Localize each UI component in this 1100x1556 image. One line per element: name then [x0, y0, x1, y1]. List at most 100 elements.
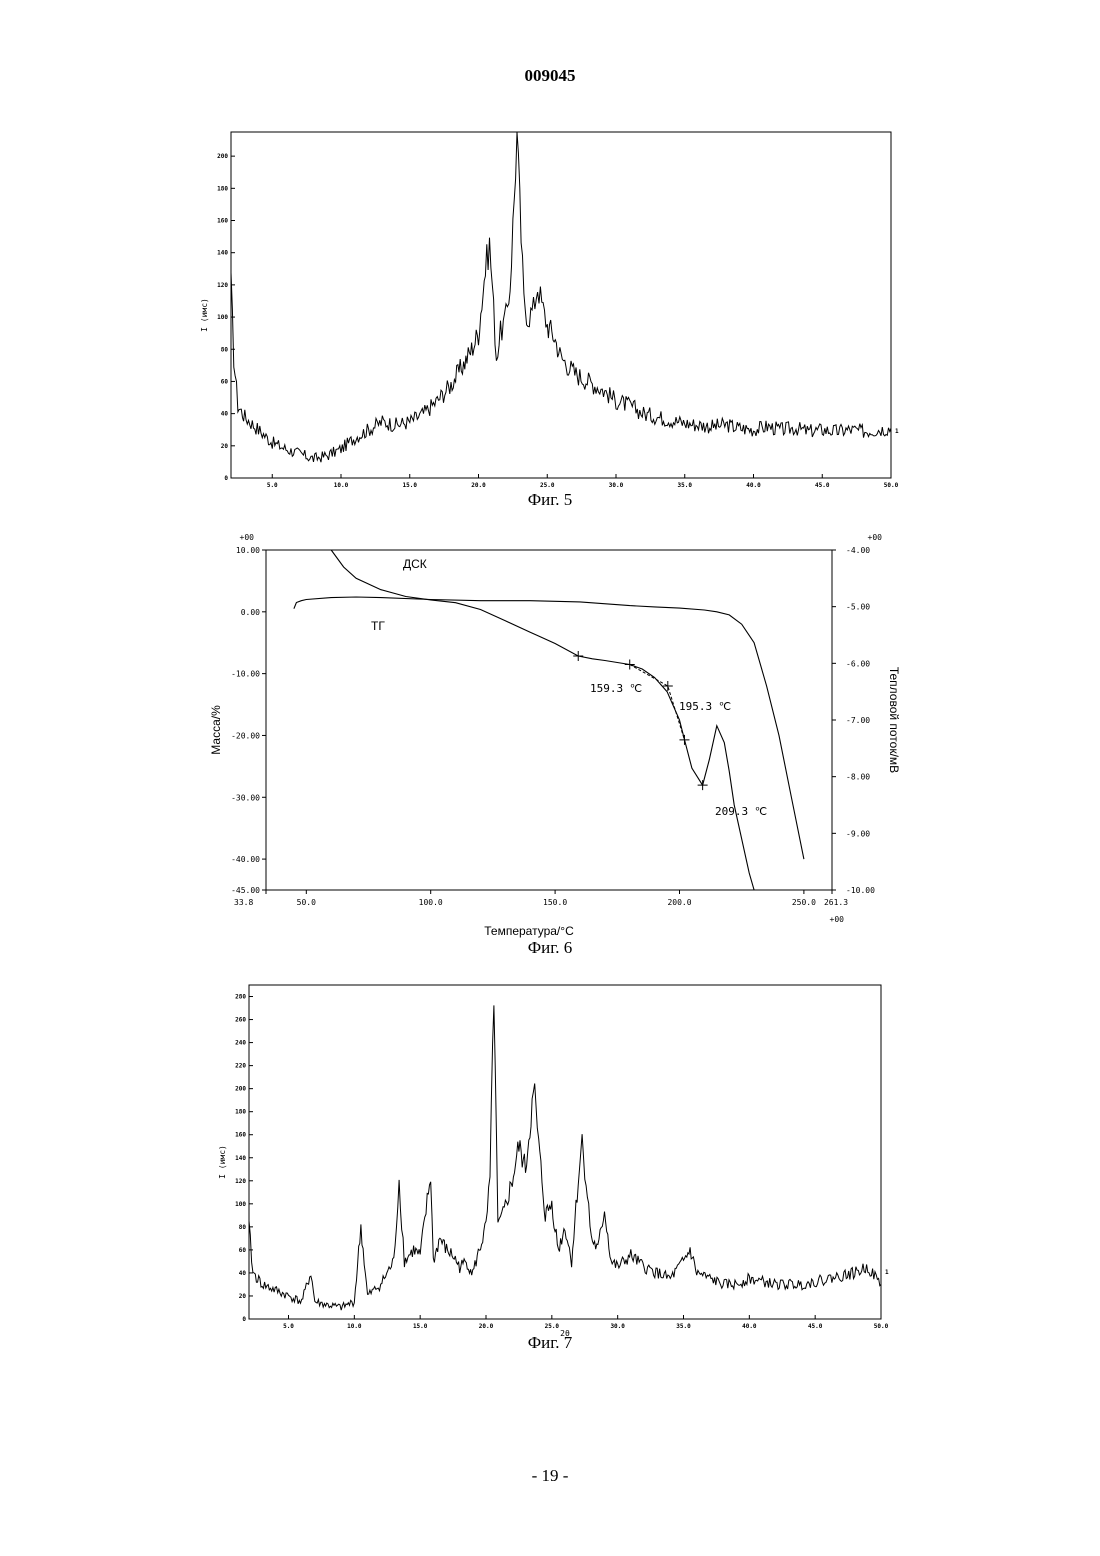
annotation-onset-159: 159.3 ℃ — [590, 682, 642, 695]
y-tick-label: -40.00 — [231, 855, 260, 864]
x-tick-label: 10.0 — [347, 1323, 362, 1330]
curve-label-dsc: ДСК — [403, 557, 427, 571]
cross-marker — [573, 651, 583, 661]
y-tick-label: 10.00 — [236, 546, 260, 555]
tg-series-line — [294, 597, 804, 859]
x-tick-label: 150.0 — [543, 898, 567, 907]
y-tick-label: 100 — [217, 314, 228, 321]
cross-marker — [698, 780, 708, 790]
cross-marker — [663, 681, 673, 691]
curve-label-tg: ТГ — [371, 619, 385, 633]
annotation-onset-195: 195.3 ℃ — [679, 700, 731, 713]
y2-tick-label: -9.00 — [846, 829, 870, 838]
cross-marker — [679, 735, 689, 745]
y-tick-label: -45.00 — [231, 886, 260, 895]
x-tick-label: 45.0 — [808, 1323, 823, 1330]
document-number: 009045 — [0, 66, 1100, 86]
plot-frame — [231, 132, 891, 478]
exponent-label-bottom: +00 — [830, 915, 845, 924]
x-tick-label: 15.0 — [403, 482, 418, 489]
x-tick-label: 25.0 — [545, 1323, 560, 1330]
y2-tick-label: -4.00 — [846, 546, 870, 555]
x-tick-label: 5.0 — [267, 482, 278, 489]
x-tick-label: 250.0 — [792, 898, 816, 907]
x-tick-label: 35.0 — [676, 1323, 691, 1330]
x-tick-label: 5.0 — [283, 1323, 294, 1330]
y-tick-label: 200 — [217, 153, 228, 160]
x-tick-label: 15.0 — [413, 1323, 428, 1330]
y2-tick-label: -8.00 — [846, 773, 870, 782]
x-tick-label: 20.0 — [479, 1323, 494, 1330]
y-tick-label: 80 — [221, 346, 229, 353]
x-tick-label: 33.8 — [234, 898, 253, 907]
right-marker: 1 — [895, 428, 899, 435]
y2-tick-label: -7.00 — [846, 716, 870, 725]
y-tick-label: 20 — [239, 1293, 247, 1300]
y-tick-label: 40 — [221, 411, 229, 418]
y-tick-label: 280 — [235, 994, 246, 1001]
x-tick-label: 40.0 — [742, 1323, 757, 1330]
x-axis-label: Температура/°C — [484, 924, 574, 938]
annotation-peak-209: 209.3 ℃ — [715, 805, 767, 818]
x-tick-label: 45.0 — [815, 482, 830, 489]
y-tick-label: 0 — [224, 475, 228, 482]
y-tick-label: -10.00 — [231, 670, 260, 679]
y2-tick-label: -6.00 — [846, 659, 870, 668]
y-tick-label: 180 — [217, 185, 228, 192]
x-tick-label: 50.0 — [874, 1323, 889, 1330]
figure-caption-6: Фиг. 6 — [0, 938, 1100, 958]
x-tick-label: 200.0 — [667, 898, 691, 907]
y-tick-label: 160 — [217, 218, 228, 225]
y-tick-label: 60 — [221, 378, 229, 385]
y-tick-label: 160 — [235, 1132, 246, 1139]
page-number: - 19 - — [0, 1466, 1100, 1486]
figure-caption-5: Фиг. 5 — [0, 490, 1100, 510]
right-marker: 1 — [885, 1269, 889, 1276]
y-tick-label: 200 — [235, 1086, 246, 1093]
y-tick-label: 60 — [239, 1247, 247, 1254]
y-tick-label: 100 — [235, 1201, 246, 1208]
y-tick-label: 260 — [235, 1017, 246, 1024]
y-tick-label: -20.00 — [231, 731, 260, 740]
x-tick-label: 261.3 — [824, 898, 848, 907]
y-tick-label: 0 — [242, 1316, 246, 1323]
cross-marker — [625, 659, 635, 669]
y-tick-label: 40 — [239, 1270, 247, 1277]
x-tick-label: 10.0 — [334, 482, 349, 489]
x-tick-label: 50.0 — [884, 482, 899, 489]
dsc-tg-chart-fig6: +00+00+0010.000.00-10.00-20.00-30.00-40.… — [0, 530, 1100, 940]
y2-tick-label: -10.00 — [846, 886, 875, 895]
x-tick-label: 35.0 — [678, 482, 693, 489]
y-tick-label: 220 — [235, 1063, 246, 1070]
diffraction-series-line — [231, 132, 891, 462]
y-tick-label: 120 — [235, 1178, 246, 1185]
y-tick-label: 20 — [221, 443, 229, 450]
exponent-label-right: +00 — [868, 533, 883, 542]
x-tick-label: 20.0 — [471, 482, 486, 489]
y-tick-label: 140 — [235, 1155, 246, 1162]
figure-caption-7: Фиг. 7 — [0, 1333, 1100, 1353]
x-tick-label: 25.0 — [540, 482, 555, 489]
diffraction-series-line — [249, 1005, 881, 1310]
y-tick-label: 180 — [235, 1109, 246, 1116]
y-tick-label: 0.00 — [241, 608, 260, 617]
x-tick-label: 30.0 — [609, 482, 624, 489]
y2-axis-label: Тепловой поток/мВ — [887, 667, 901, 773]
y-axis-label: I (имс) — [200, 298, 209, 332]
y2-tick-label: -5.00 — [846, 603, 870, 612]
y-tick-label: 140 — [217, 250, 228, 257]
y-axis-label: Масса/% — [209, 705, 223, 755]
plot-frame — [249, 985, 881, 1319]
x-tick-label: 50.0 — [297, 898, 316, 907]
y-tick-label: 80 — [239, 1224, 247, 1231]
xrd-chart-fig7: 0 20 40 60 80 100 120 140 160 180 200 220 240 260 280 5… — [0, 975, 1100, 1335]
y-tick-label: 240 — [235, 1040, 246, 1047]
xrd-chart-fig5: 0 20 40 60 80 100 120 140 160 180 200 5.0 10.0 15.0 20… — [0, 120, 1100, 500]
onset-extrapolation-line — [630, 664, 685, 739]
x-tick-label: 30.0 — [610, 1323, 625, 1330]
y-axis-label: I (имс) — [218, 1145, 227, 1179]
y-tick-label: 120 — [217, 282, 228, 289]
y-tick-label: -30.00 — [231, 793, 260, 802]
x-tick-label: 40.0 — [746, 482, 761, 489]
x-tick-label: 100.0 — [419, 898, 443, 907]
